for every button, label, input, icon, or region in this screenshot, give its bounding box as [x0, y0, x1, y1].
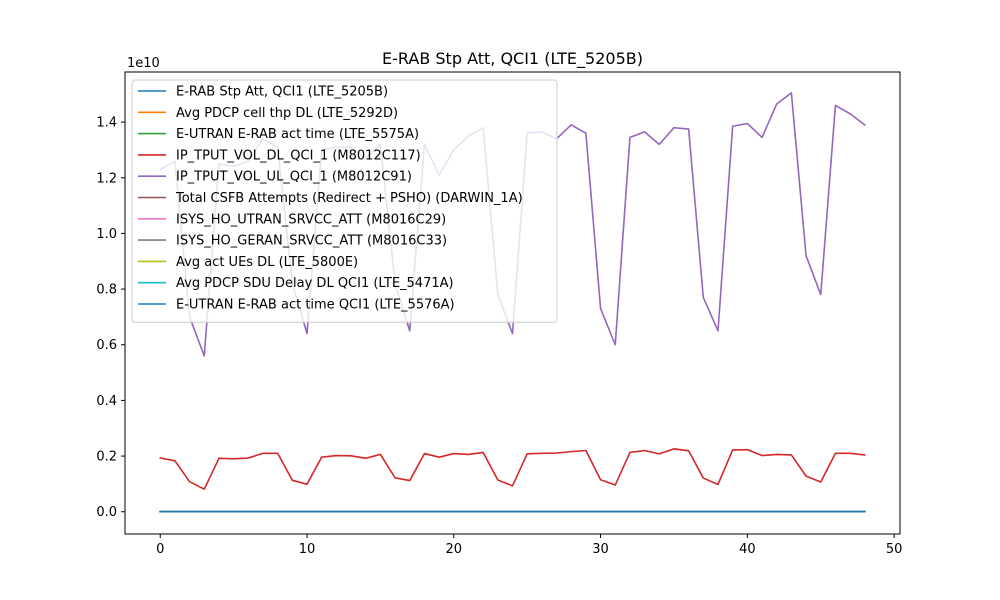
- y-tick-label: 0.0: [96, 505, 117, 520]
- y-tick-label: 0.4: [96, 394, 117, 409]
- legend-label: Avg PDCP SDU Delay DL QCI1 (LTE_5471A): [176, 276, 454, 291]
- legend-label: E-UTRAN E-RAB act time QCI1 (LTE_5576A): [176, 298, 455, 313]
- y-tick-label: 1.0: [96, 227, 117, 242]
- y-tick-label: 0.2: [96, 450, 117, 465]
- x-tick-label: 30: [592, 542, 609, 557]
- legend-label: E-RAB Stp Att, QCI1 (LTE_5205B): [176, 85, 388, 100]
- legend-label: IP_TPUT_VOL_UL_QCI_1 (M8012C91): [176, 170, 412, 185]
- legend-label: Avg act UEs DL (LTE_5800E): [176, 255, 358, 270]
- legend: E-RAB Stp Att, QCI1 (LTE_5205B) Avg PDCP …: [131, 79, 558, 323]
- series-line-4: [159, 448, 866, 490]
- legend-label: Avg PDCP cell thp DL (LTE_5292D): [176, 106, 398, 121]
- legend-label: E-UTRAN E-RAB act time (LTE_5575A): [176, 127, 419, 142]
- x-tick-label: 50: [886, 542, 903, 557]
- legend-label: ISYS_HO_UTRAN_SRVCC_ATT (M8016C29): [176, 212, 446, 227]
- y-axis-scale-label: 1e10: [127, 56, 160, 71]
- legend-label: IP_TPUT_VOL_DL_QCI_1 (M8012C117): [176, 148, 421, 163]
- y-tick-label: 0.6: [96, 338, 117, 353]
- legend-label: Total CSFB Attempts (Redirect + PSHO) (D…: [175, 191, 523, 206]
- x-tick-label: 0: [156, 542, 164, 557]
- plot-frame: [124, 71, 901, 535]
- x-tick-label: 40: [739, 542, 756, 557]
- legend-box: [131, 79, 558, 323]
- x-tick-label: 20: [446, 542, 463, 557]
- legend-label: ISYS_HO_GERAN_SRVCC_ATT (M8016C33): [176, 234, 447, 249]
- y-tick-label: 0.8: [96, 283, 117, 298]
- x-tick-label: 10: [299, 542, 316, 557]
- y-tick-label: 1.2: [96, 171, 117, 186]
- y-tick-label: 1.4: [96, 116, 117, 131]
- axes-layer: 0 10 20 30 40 50 0.0 0.2 0.4 0.6 0.8 1.0 1.2 1.4: [96, 71, 903, 557]
- chart-title: E-RAB Stp Att, QCI1 (LTE_5205B): [382, 49, 643, 69]
- series-layer: [159, 92, 866, 513]
